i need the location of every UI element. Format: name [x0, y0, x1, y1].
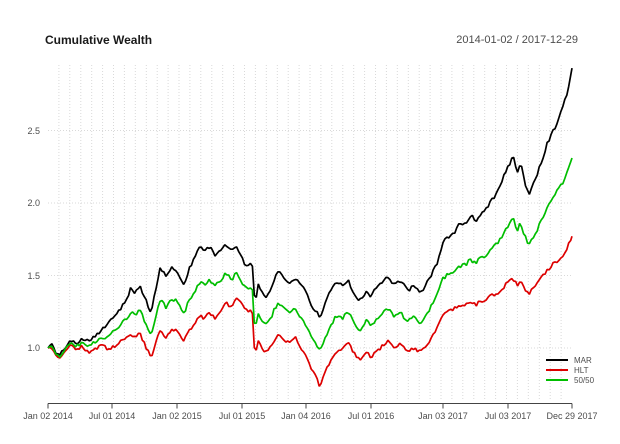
legend-label-hlt: HLT — [574, 365, 589, 375]
x-tick-label: Jul 01 2014 — [88, 411, 136, 421]
legend: MAR HLT 50/50 — [546, 355, 594, 385]
x-tick-label: Jan 04 2016 — [281, 411, 331, 421]
x-tick-label: Jul 01 2015 — [218, 411, 266, 421]
series-line-5050 — [47, 157, 573, 358]
x-tick-label: Jul 03 2017 — [484, 411, 532, 421]
fifty-fifty-line-swatch — [546, 379, 568, 381]
series-line-HLT — [47, 236, 573, 387]
x-tick-label: Jan 02 2015 — [152, 411, 202, 421]
x-tick-label: Jan 03 2017 — [418, 411, 468, 421]
x-axis — [47, 403, 573, 409]
vertical-gridlines — [58, 65, 562, 401]
series-line-MAR — [47, 67, 573, 356]
legend-entry-5050: 50/50 — [546, 375, 594, 385]
legend-label-5050: 50/50 — [574, 375, 595, 385]
legend-entry-mar: MAR — [546, 355, 594, 365]
x-tick-label: Jan 02 2014 — [23, 411, 73, 421]
y-tick-label: 1.0 — [27, 343, 40, 353]
mar-line-swatch — [546, 359, 568, 361]
legend-label-mar: MAR — [574, 355, 592, 365]
y-tick-label: 2.0 — [27, 198, 40, 208]
legend-entry-hlt: HLT — [546, 365, 594, 375]
chart-date-range: 2014-01-02 / 2017-12-29 — [456, 34, 578, 46]
hlt-line-swatch — [546, 369, 568, 371]
x-tick-label: Jul 01 2016 — [347, 411, 395, 421]
x-tick-label: Dec 29 2017 — [546, 411, 598, 421]
y-tick-label: 1.5 — [27, 270, 40, 281]
chart-title: Cumulative Wealth — [45, 33, 153, 47]
horizontal-gridlines — [48, 130, 572, 349]
y-tick-label: 2.5 — [27, 125, 40, 136]
